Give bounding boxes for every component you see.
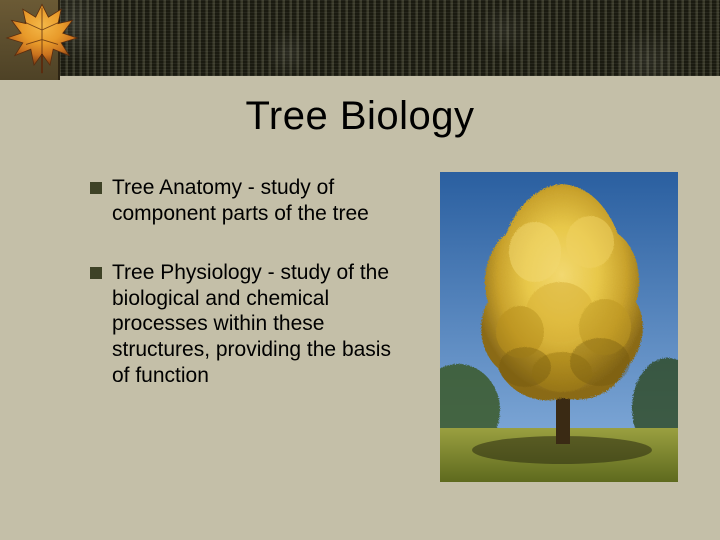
list-item: Tree Anatomy - study of component parts … [90,175,400,226]
list-item: Tree Physiology - study of the biologica… [90,260,400,388]
maple-leaf-icon [2,0,82,78]
bullet-square-icon [90,267,102,279]
bullet-list: Tree Anatomy - study of component parts … [90,175,400,422]
bullet-square-icon [90,182,102,194]
bullet-text: Tree Anatomy - study of component parts … [112,175,400,226]
decorative-top-border [0,0,720,76]
bullet-text: Tree Physiology - study of the biologica… [112,260,400,388]
tree-photo [440,172,678,482]
slide-title: Tree Biology [0,94,720,139]
